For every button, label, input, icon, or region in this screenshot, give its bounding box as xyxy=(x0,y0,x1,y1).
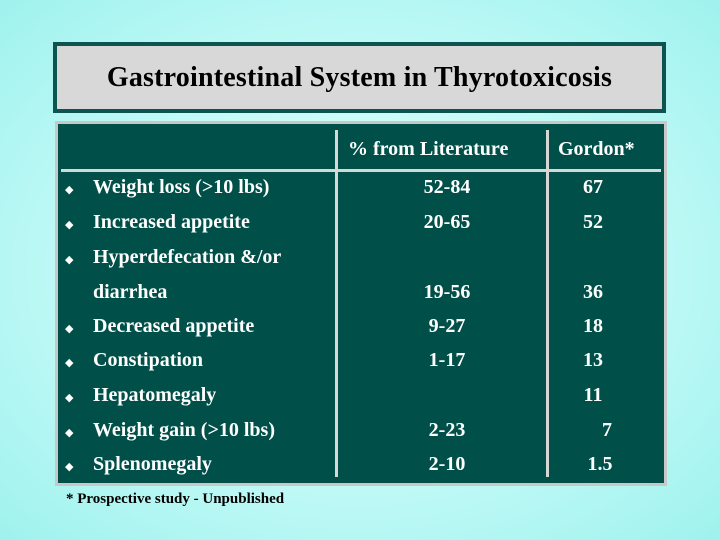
row-label: Hyperdefecation &/or xyxy=(93,246,282,268)
column-divider-literature xyxy=(335,130,338,477)
diamond-bullet-icon: ◆ xyxy=(65,427,74,439)
diamond-bullet-icon: ◆ xyxy=(65,254,74,266)
gordon-value: 13 xyxy=(583,349,603,371)
gordon-value: 1.5 xyxy=(587,453,613,475)
header-divider xyxy=(61,169,661,172)
literature-value: 52-84 xyxy=(423,176,471,198)
gordon-value: 36 xyxy=(583,281,603,303)
literature-value: 19-56 xyxy=(423,281,471,303)
row-label: Increased appetite xyxy=(93,211,250,233)
gordon-value: 18 xyxy=(583,315,603,337)
gordon-value: 52 xyxy=(583,211,603,233)
header-gordon: Gordon* xyxy=(558,138,635,160)
diamond-bullet-icon: ◆ xyxy=(65,357,74,369)
gordon-value: 7 xyxy=(602,419,612,441)
diamond-bullet-icon: ◆ xyxy=(65,461,74,473)
row-label: diarrhea xyxy=(93,281,168,303)
diamond-bullet-icon: ◆ xyxy=(65,184,74,196)
slide-title: Gastrointestinal System in Thyrotoxicosi… xyxy=(106,61,613,93)
table-row: ◆ Splenomegaly 2-10 1.5 xyxy=(58,453,664,487)
literature-value: 1-17 xyxy=(428,349,466,371)
literature-value: 2-23 xyxy=(428,419,466,441)
gordon-value: 11 xyxy=(583,384,603,406)
column-divider-gordon xyxy=(546,130,549,477)
data-table: % from Literature Gordon* ◆ Weight loss (… xyxy=(55,121,667,486)
row-label: Constipation xyxy=(93,349,204,371)
row-label: Splenomegaly xyxy=(93,453,212,475)
gordon-value: 67 xyxy=(583,176,603,198)
literature-value: 9-27 xyxy=(428,315,466,337)
diamond-bullet-icon: ◆ xyxy=(65,323,74,335)
table-row: ◆ Weight gain (>10 lbs) 2-23 7 xyxy=(58,419,664,453)
table-row: ◆ Decreased appetite 9-27 18 xyxy=(58,315,664,349)
row-label: Weight loss (>10 lbs) xyxy=(93,176,270,198)
table-row: ◆ Hepatomegaly 11 xyxy=(58,384,664,418)
table-row: diarrhea 19-56 36 xyxy=(58,281,664,315)
row-label: Decreased appetite xyxy=(93,315,255,337)
table-row: ◆ Increased appetite 20-65 52 xyxy=(58,211,664,245)
title-box: Gastrointestinal System in Thyrotoxicosi… xyxy=(53,42,666,113)
table-row: ◆ Constipation 1-17 13 xyxy=(58,349,664,383)
row-label: Weight gain (>10 lbs) xyxy=(93,419,275,441)
diamond-bullet-icon: ◆ xyxy=(65,392,74,404)
diamond-bullet-icon: ◆ xyxy=(65,219,74,231)
literature-value: 20-65 xyxy=(423,211,471,233)
table-row: ◆ Hyperdefecation &/or xyxy=(58,246,664,280)
header-literature: % from Literature xyxy=(348,138,509,160)
table-row: ◆ Weight loss (>10 lbs) 52-84 67 xyxy=(58,176,664,210)
footnote: * Prospective study - Unpublished xyxy=(66,491,285,507)
literature-value: 2-10 xyxy=(428,453,466,475)
row-label: Hepatomegaly xyxy=(93,384,217,406)
